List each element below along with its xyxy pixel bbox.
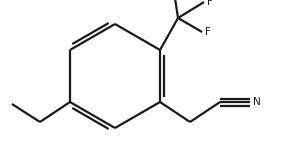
Text: F: F: [205, 27, 211, 37]
Text: F: F: [207, 0, 213, 7]
Text: N: N: [253, 97, 261, 107]
